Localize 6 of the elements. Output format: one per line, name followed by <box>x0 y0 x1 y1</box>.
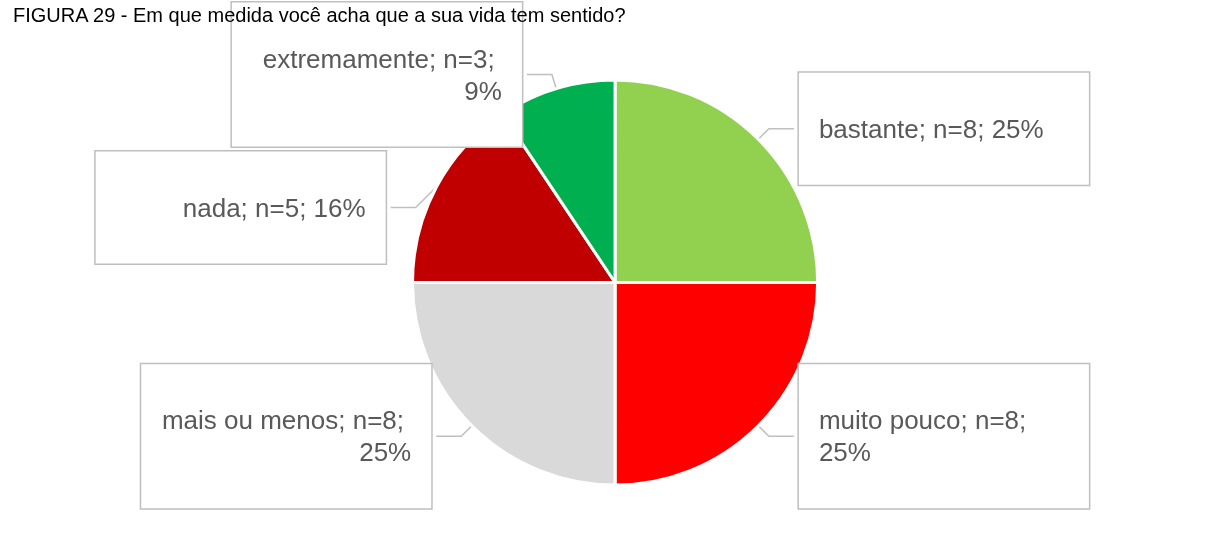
slice-label: extremamente; n=3; 9% <box>262 43 502 106</box>
slice-label: muito pouco; n=8; 25% <box>818 405 1034 468</box>
chart-title: FIGURA 29 - Em que medida você acha que a sua vida tem sentido? <box>13 4 626 26</box>
slice-label: bastante; n=8; 25% <box>818 113 1044 144</box>
slice-label: nada; n=5; 16% <box>182 192 366 223</box>
slice-label: mais ou menos; n=8; 25% <box>161 405 412 468</box>
